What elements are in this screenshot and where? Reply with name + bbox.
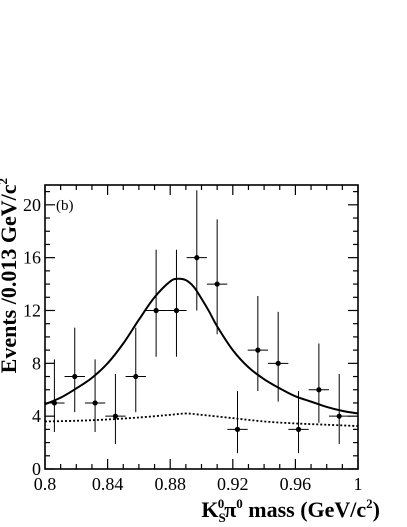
plot-area: 0.8 0.84 0.88 0.92 0.96 1 0 4 8 12 16 20 xyxy=(23,184,363,494)
data-point xyxy=(72,373,78,380)
x-tick-label: 0.92 xyxy=(217,474,249,494)
y-tick-label: 0 xyxy=(32,459,41,479)
background-fit-curve xyxy=(45,412,358,427)
y-tick-label: 12 xyxy=(23,300,41,320)
data-point xyxy=(316,387,322,393)
data-point xyxy=(173,307,180,314)
x-axis-title: KS0π0 mass (GeV/c2) xyxy=(201,496,380,525)
total-fit-curve xyxy=(45,277,358,415)
data-point xyxy=(194,255,200,261)
x-tick-label: 1 xyxy=(354,474,363,494)
x-tick-label: 0.96 xyxy=(280,474,312,494)
y-tick-label: 8 xyxy=(32,353,41,373)
x-axis-title-text: mass (GeV/c xyxy=(243,497,367,522)
data-point xyxy=(51,400,57,406)
y-axis-title-text: Events /0.013 GeV/c xyxy=(0,184,21,373)
plot-frame xyxy=(44,184,359,470)
panel-label: (b) xyxy=(56,198,74,214)
data-point xyxy=(275,360,281,366)
y-axis-title: Events /0.013 GeV/c2 xyxy=(0,178,21,373)
data-point xyxy=(255,347,261,353)
x-axis-title-k: K xyxy=(201,497,218,522)
x-tick-label: 0.88 xyxy=(154,474,186,494)
data-point xyxy=(153,307,159,314)
x-axis-title-pi-sup: 0 xyxy=(236,496,243,511)
data-point xyxy=(112,413,119,419)
y-tick-label: 16 xyxy=(23,248,41,268)
y-tick-label: 20 xyxy=(23,195,41,215)
x-axis-title-k-sup: 0 xyxy=(218,496,225,511)
x-axis-title-text-sup: 2 xyxy=(366,496,373,511)
data-point xyxy=(133,373,139,380)
data-point xyxy=(295,426,302,432)
x-tick-label: 0.8 xyxy=(34,474,57,494)
x-axis-title-pi: π xyxy=(224,497,236,522)
data-point xyxy=(234,426,241,432)
data-point xyxy=(92,400,98,406)
x-tick-label: 0.84 xyxy=(92,474,124,494)
y-axis-title-sup: 2 xyxy=(0,178,10,185)
x-axis-title-close: ) xyxy=(373,497,380,522)
data-point xyxy=(214,281,220,287)
data-point xyxy=(336,413,342,419)
y-tick-label: 4 xyxy=(32,406,41,426)
x-axis-title-k-sub: S xyxy=(218,510,225,525)
